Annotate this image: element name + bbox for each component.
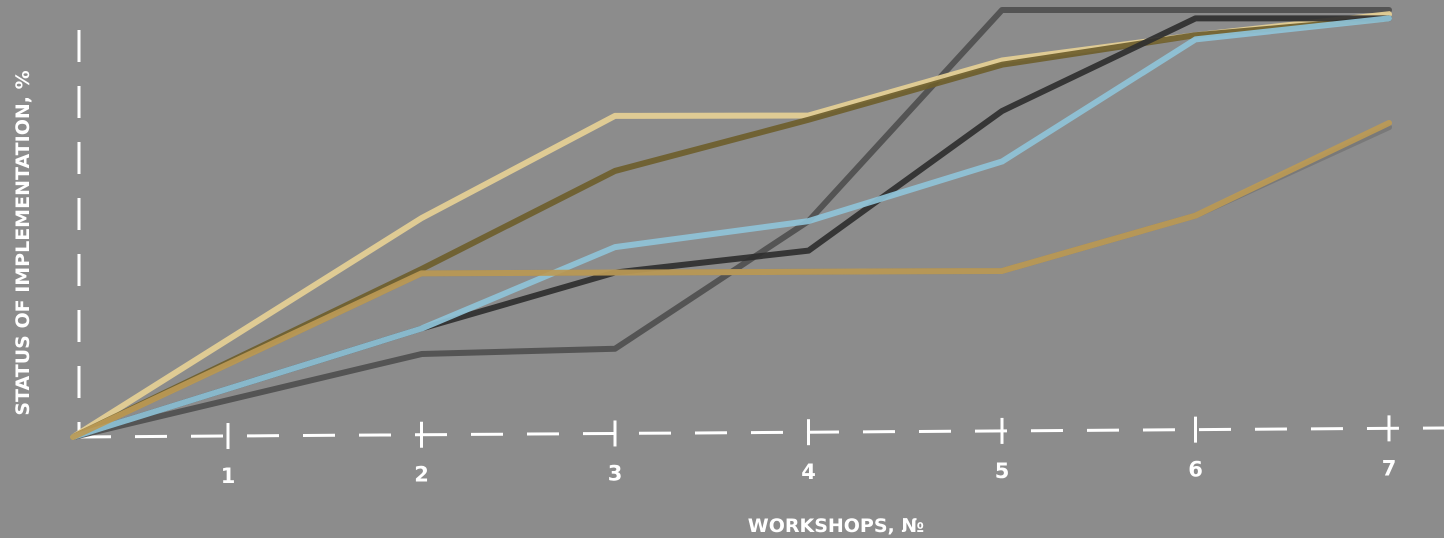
x-axis	[78, 426, 1444, 439]
x-tick-label: 7	[1382, 456, 1397, 480]
x-tick-labels: 1 2 3 4 5 6 7	[221, 456, 1397, 488]
x-tick-label: 3	[608, 461, 623, 485]
axes	[77, 30, 1444, 439]
series-line-4	[70, 15, 1392, 441]
x-tick-label: 1	[221, 464, 236, 488]
x-tick-label: 4	[801, 460, 816, 484]
x-tick-marks	[226, 415, 1391, 450]
series-lines	[70, 7, 1392, 441]
series-line-6	[70, 15, 1392, 441]
x-tick-label: 2	[414, 463, 429, 487]
x-axis-title: WORKSHOPS, №	[748, 515, 925, 537]
x-tick-label: 5	[995, 459, 1010, 483]
x-tick-label: 6	[1188, 458, 1203, 482]
y-axis-title: STATUS OF IMPLEMENTATION, %	[12, 70, 34, 415]
series-line-7	[70, 119, 1392, 441]
